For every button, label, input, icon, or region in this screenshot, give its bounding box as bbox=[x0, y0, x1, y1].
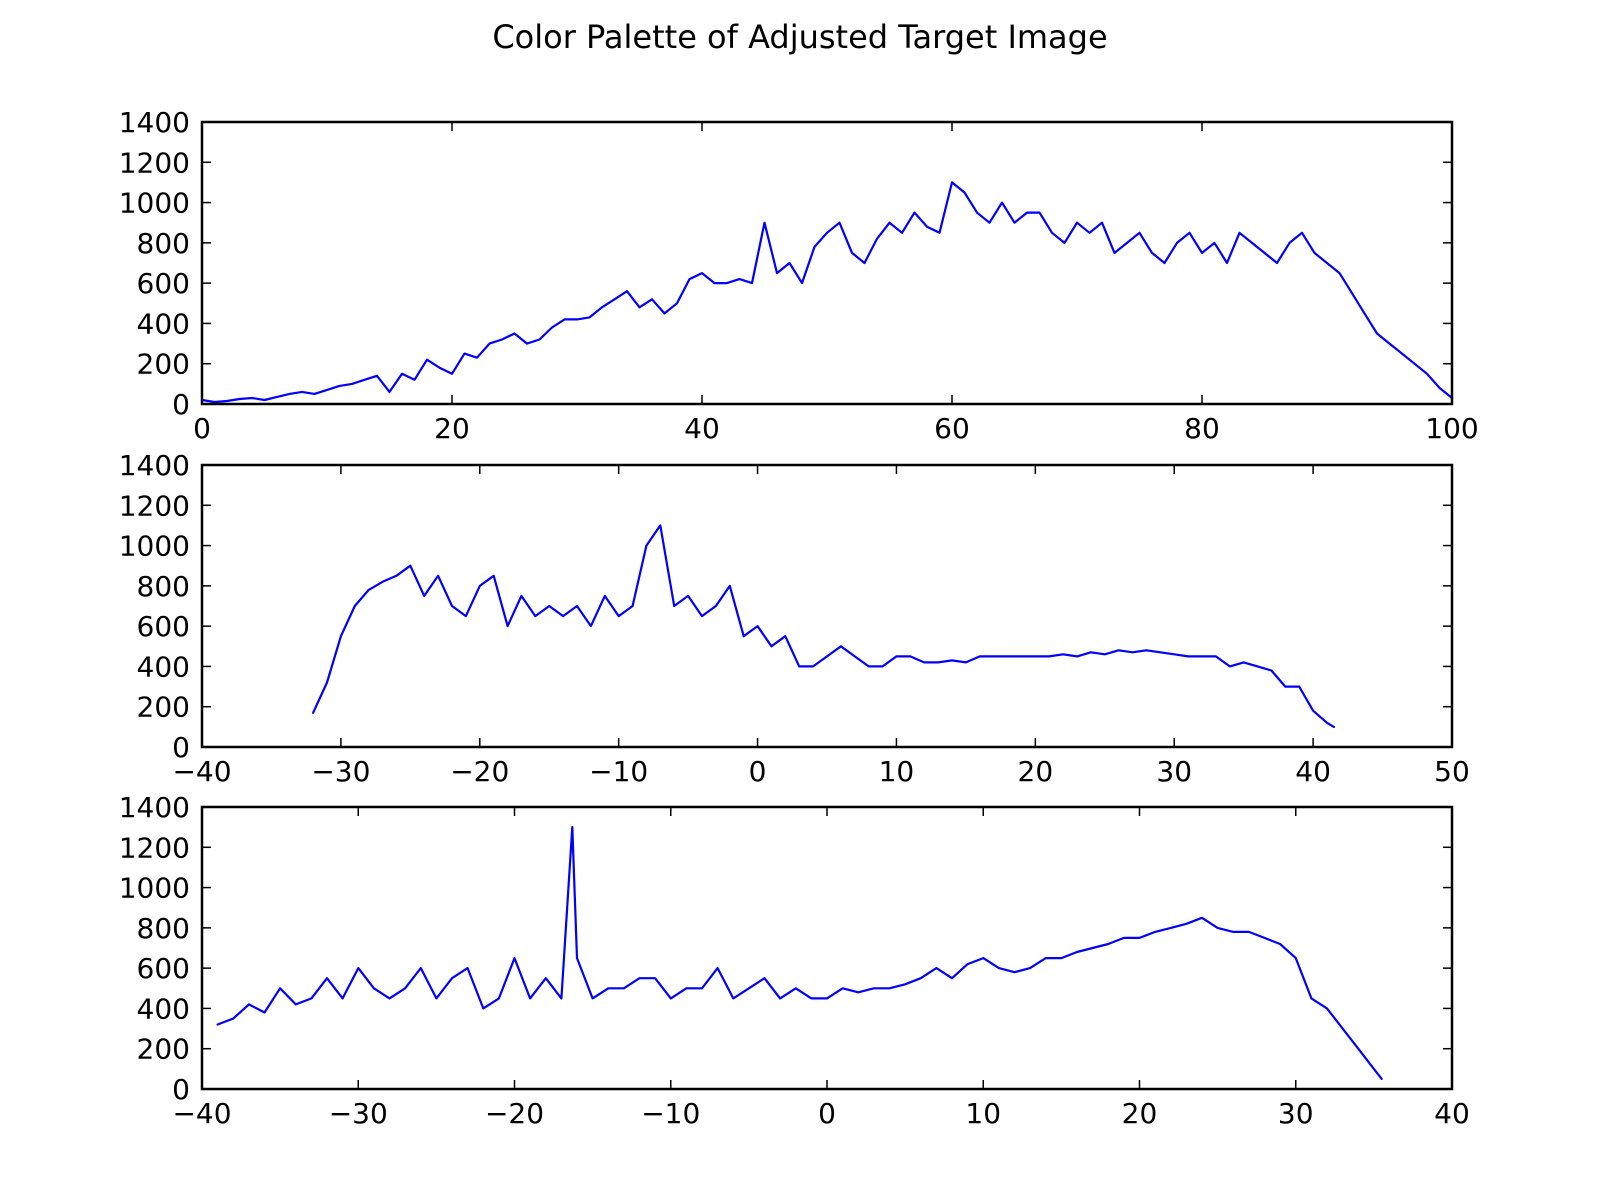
y-tick-label: 0 bbox=[172, 731, 190, 764]
x-tick-label: 20 bbox=[434, 412, 470, 445]
series-group bbox=[312, 524, 1336, 729]
y-tick-label: 600 bbox=[137, 610, 190, 643]
y-tick-label: 0 bbox=[172, 1073, 190, 1106]
y-tick-label: 200 bbox=[137, 1033, 190, 1066]
x-tick-label: −40 bbox=[172, 1097, 231, 1130]
x-tick-label: 0 bbox=[193, 412, 211, 445]
x-tick-label: −30 bbox=[329, 1097, 388, 1130]
x-tick-label: 0 bbox=[749, 755, 767, 788]
x-tick-label: −20 bbox=[485, 1097, 544, 1130]
axes-frame bbox=[200, 463, 1454, 749]
x-tick-label: 10 bbox=[965, 1097, 1001, 1130]
x-tick-label: 10 bbox=[879, 755, 915, 788]
series-group bbox=[216, 825, 1383, 1081]
x-tick-label: 40 bbox=[1434, 1097, 1470, 1130]
x-tick-label: 40 bbox=[1295, 755, 1331, 788]
x-tick-label: 0 bbox=[818, 1097, 836, 1130]
x-tick-label: 20 bbox=[1122, 1097, 1158, 1130]
x-tick-label: 50 bbox=[1434, 755, 1470, 788]
x-tick-group: −40 −30 −20 −10 0 10 20 30 40 bbox=[172, 807, 1470, 1130]
axes-frame bbox=[200, 805, 1454, 1091]
y-tick-label: 400 bbox=[137, 992, 190, 1025]
y-tick-label: 400 bbox=[137, 650, 190, 683]
y-tick-label: 200 bbox=[137, 691, 190, 724]
series-line bbox=[200, 181, 1454, 404]
y-tick-group: 0 200 400 600 800 1000 1200 1400 bbox=[119, 106, 1452, 421]
x-tick-label: −10 bbox=[589, 755, 648, 788]
y-tick-label: 800 bbox=[137, 912, 190, 945]
y-tick-label: 1400 bbox=[119, 106, 190, 139]
y-tick-label: 200 bbox=[137, 348, 190, 381]
subplot-3: −40 −30 −20 −10 0 10 20 30 40 0 200 400 600 800 1000 1… bbox=[119, 791, 1470, 1130]
x-tick-label: −30 bbox=[311, 755, 370, 788]
x-tick-label: 80 bbox=[1184, 412, 1220, 445]
y-tick-label: 0 bbox=[172, 388, 190, 421]
y-tick-label: 1000 bbox=[119, 187, 190, 220]
figure-title: Color Palette of Adjusted Target Image bbox=[492, 18, 1107, 56]
subplot-2: −40 −30 −20 −10 0 10 20 30 40 50 0 200 400 600 800 100… bbox=[119, 449, 1470, 788]
x-tick-label: 100 bbox=[1425, 412, 1478, 445]
series-line bbox=[312, 524, 1336, 729]
x-tick-group: 0 20 40 60 80 100 bbox=[193, 122, 1479, 445]
x-tick-label: −40 bbox=[172, 755, 231, 788]
x-tick-label: 20 bbox=[1018, 755, 1054, 788]
x-tick-label: 30 bbox=[1156, 755, 1192, 788]
y-tick-label: 1200 bbox=[119, 489, 190, 522]
x-tick-label: −10 bbox=[641, 1097, 700, 1130]
series-group bbox=[200, 181, 1454, 404]
y-tick-label: 600 bbox=[137, 952, 190, 985]
x-tick-group: −40 −30 −20 −10 0 10 20 30 40 50 bbox=[172, 465, 1470, 788]
y-tick-label: 800 bbox=[137, 227, 190, 260]
y-tick-label: 1200 bbox=[119, 831, 190, 864]
y-tick-label: 400 bbox=[137, 307, 190, 340]
y-tick-group: 0 200 400 600 800 1000 1200 1400 bbox=[119, 449, 1452, 764]
x-tick-label: 60 bbox=[934, 412, 970, 445]
y-tick-label: 600 bbox=[137, 267, 190, 300]
x-tick-label: −20 bbox=[450, 755, 509, 788]
axes-frame bbox=[200, 120, 1454, 406]
y-tick-group: 0 200 400 600 800 1000 1200 1400 bbox=[119, 791, 1452, 1106]
y-tick-label: 1200 bbox=[119, 146, 190, 179]
y-tick-label: 1400 bbox=[119, 791, 190, 824]
y-tick-label: 800 bbox=[137, 570, 190, 603]
x-tick-label: 30 bbox=[1278, 1097, 1314, 1130]
y-tick-label: 1000 bbox=[119, 530, 190, 563]
y-tick-label: 1400 bbox=[119, 449, 190, 482]
series-line bbox=[216, 825, 1383, 1081]
x-tick-label: 40 bbox=[684, 412, 720, 445]
y-tick-label: 1000 bbox=[119, 872, 190, 905]
